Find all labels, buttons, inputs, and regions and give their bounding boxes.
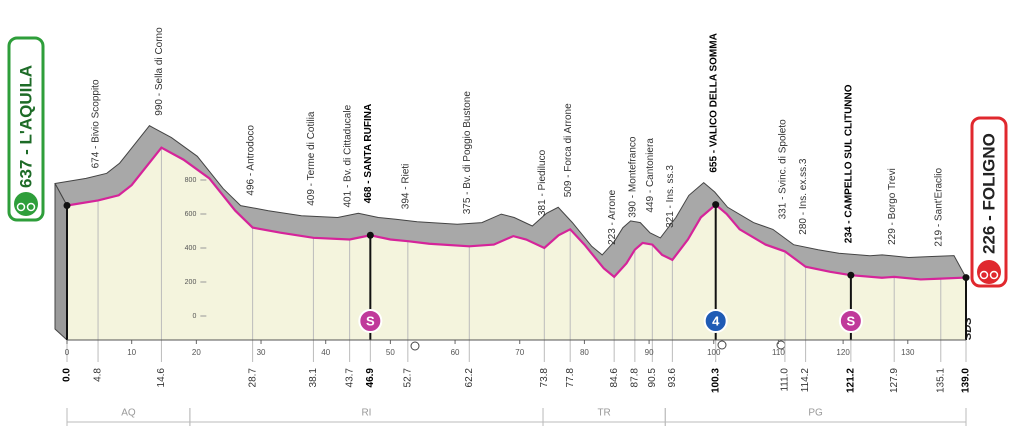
start-badge: 637 - L'AQUILA — [7, 36, 45, 222]
km-label: 77.8 — [565, 368, 576, 388]
km-label: 127.9 — [889, 368, 900, 393]
waypoint-label: 219 - Sant'Eraclio — [933, 168, 944, 247]
x-tick-label: 130 — [901, 348, 915, 357]
region-label: RI — [361, 408, 371, 419]
waypoint-label: 509 - Forca di Arrone — [563, 103, 574, 197]
waypoint-label: 229 - Borgo Trevi — [887, 168, 898, 245]
waypoint-label: 468 - SANTA RUFINA — [363, 104, 374, 203]
waypoint-label: 674 - Bivio Scoppito — [91, 79, 102, 168]
waypoint-dot — [63, 202, 71, 209]
km-label: 46.9 — [365, 368, 376, 388]
waypoint-label: 381 - Piediluco — [537, 149, 548, 216]
marker-label: 4 — [712, 313, 720, 328]
y-tick-label: 800 — [185, 177, 197, 184]
x-tick-label: 40 — [321, 348, 330, 357]
waypoint-label: 990 - Sella di Corno — [154, 27, 165, 116]
bike-wheel — [989, 270, 999, 280]
waypoint-dot — [366, 231, 374, 239]
km-label: 100.3 — [710, 368, 721, 393]
x-tick-label: 90 — [645, 348, 654, 357]
km-label: 90.5 — [647, 368, 658, 388]
icon — [717, 340, 727, 350]
km-label: 135.1 — [935, 368, 946, 393]
waypoint-label: 401 - Bv. di Cittaducale — [342, 104, 353, 207]
km-label: 84.6 — [609, 368, 620, 388]
x-tick-label: 70 — [515, 348, 524, 357]
marker — [358, 309, 383, 333]
km-label: 73.8 — [539, 368, 550, 388]
waypoint-dot — [712, 201, 720, 209]
waypoint-label: 655 - VALICO DELLA SOMMA — [708, 33, 719, 172]
finish-box — [970, 116, 1008, 288]
km-label: 43.7 — [344, 368, 355, 388]
km-label: 28.7 — [247, 368, 258, 388]
marker — [703, 309, 728, 333]
region-label: PG — [808, 408, 823, 419]
km-label: 38.1 — [308, 368, 319, 388]
km-label: 62.2 — [464, 368, 475, 388]
waypoint-label: 449 - Cantoniera — [645, 138, 656, 213]
waypoint-dot — [962, 274, 970, 282]
waypoint-dot — [847, 271, 855, 279]
bike-wheel — [16, 202, 26, 212]
x-tick-label: 0 — [65, 348, 70, 357]
waypoint-label: 331 - Svinc. di Spoleto — [778, 119, 789, 219]
km-label: 93.6 — [667, 368, 678, 388]
marker — [838, 309, 863, 333]
waypoint-label: 375 - Bv. di Poggio Bustone — [462, 91, 473, 215]
finish-label: 226 - FOLIGNO — [979, 133, 998, 254]
waypoint-label: 280 - Ins. ex.ss.3 — [798, 158, 809, 235]
waypoint-label: 321 - Ins. ss.3 — [665, 165, 676, 228]
x-tick-label: 60 — [451, 348, 460, 357]
marker-label: S — [847, 313, 856, 328]
profile-line — [66, 146, 967, 281]
waypoint-label: 223 - Arrone — [607, 189, 618, 244]
y-tick-label: 0 — [192, 313, 196, 320]
finish-icon — [977, 260, 1001, 284]
x-tick-label: 80 — [580, 348, 589, 357]
km-label: 14.6 — [156, 368, 167, 388]
bike-wheel — [979, 270, 989, 280]
km-label: 111.0 — [780, 368, 791, 392]
bike-wheel — [26, 202, 36, 212]
waypoint-label: 234 - CAMPELLO SUL CLITUNNO — [844, 84, 855, 243]
profile — [54, 125, 967, 342]
x-tick-label: 30 — [257, 348, 266, 357]
profile-area — [66, 147, 967, 341]
waypoint-label: 394 - Rieti — [400, 164, 411, 210]
km-label: 114.2 — [800, 368, 811, 393]
finish-badge: 226 - FOLIGNO — [970, 116, 1008, 288]
y-tick-label: 200 — [185, 279, 197, 286]
y-tick-label: 400 — [185, 245, 197, 252]
km-label: 52.7 — [402, 368, 413, 388]
marker-label: S — [366, 313, 375, 328]
waypoint-label: 390 - Montefranco — [627, 136, 638, 218]
start-label: 637 - L'AQUILA — [16, 65, 35, 188]
x-tick-label: 110 — [772, 348, 785, 357]
region-label: AQ — [121, 408, 136, 419]
waypoint-label: 409 - Terme di Cotilia — [306, 111, 317, 206]
start-icon — [14, 192, 38, 216]
km-label: 0.0 — [62, 368, 73, 382]
km-label: 121.2 — [846, 368, 857, 393]
x-tick-label: 120 — [836, 348, 850, 357]
waypoint-label: 496 - Antrodoco — [245, 125, 256, 196]
x-tick-label: 100 — [707, 348, 721, 357]
start-box — [7, 36, 45, 222]
icon — [410, 341, 420, 351]
region-label: TR — [597, 408, 610, 419]
x-tick-label: 10 — [127, 348, 136, 357]
x-tick-label: 20 — [192, 348, 201, 357]
x-tick-label: 50 — [386, 348, 395, 357]
km-label: 4.8 — [93, 368, 104, 382]
y-tick-label: 600 — [185, 211, 197, 218]
km-label: 87.8 — [629, 368, 640, 388]
km-label: 139.0 — [961, 368, 972, 393]
